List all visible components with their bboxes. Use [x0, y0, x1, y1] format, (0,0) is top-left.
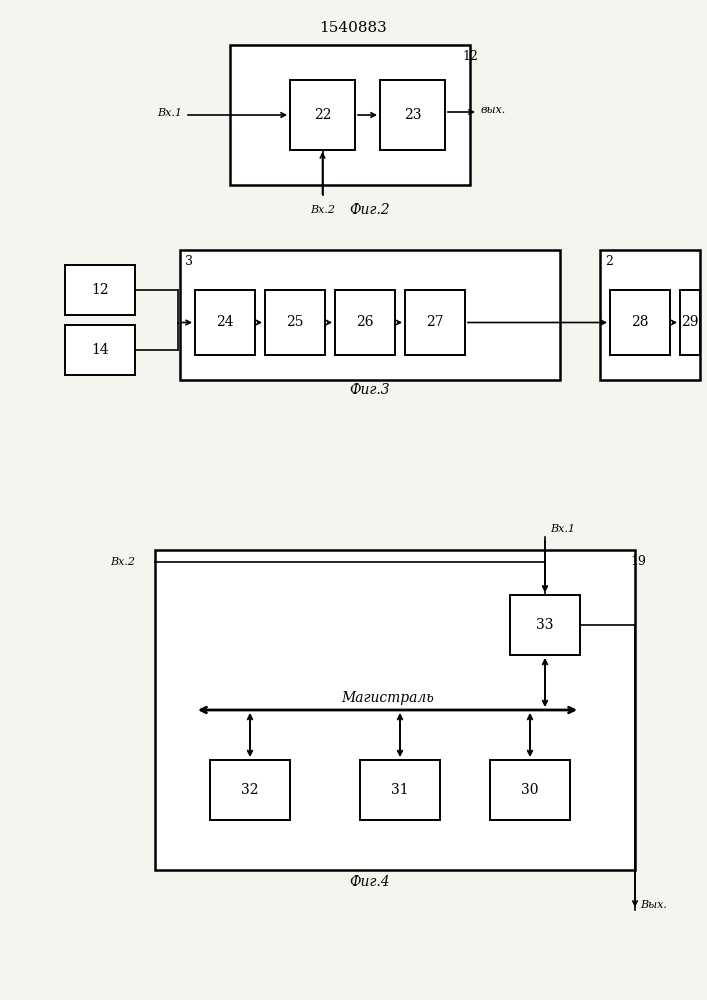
Bar — [335, 290, 395, 355]
Text: Фиг.4: Фиг.4 — [350, 875, 390, 889]
Text: 24: 24 — [216, 316, 234, 330]
Text: 14: 14 — [91, 343, 109, 357]
Text: 1540883: 1540883 — [319, 21, 387, 35]
Text: 19: 19 — [630, 555, 646, 568]
Bar — [610, 290, 670, 355]
Text: 30: 30 — [521, 783, 539, 797]
Text: Вх.2: Вх.2 — [310, 205, 335, 215]
Text: 31: 31 — [391, 783, 409, 797]
Text: 28: 28 — [631, 316, 649, 330]
Text: Фиг.2: Фиг.2 — [350, 203, 390, 217]
Text: 25: 25 — [286, 316, 304, 330]
Text: 2: 2 — [605, 255, 613, 268]
Bar — [405, 290, 465, 355]
Bar — [380, 80, 445, 150]
Text: 23: 23 — [404, 108, 421, 122]
Text: 33: 33 — [536, 618, 554, 632]
Bar — [230, 45, 470, 185]
Bar — [510, 595, 580, 655]
Text: 29: 29 — [682, 316, 699, 330]
Bar — [65, 325, 135, 375]
Text: 27: 27 — [426, 316, 444, 330]
Bar — [290, 80, 355, 150]
Bar — [155, 550, 635, 870]
Bar — [210, 760, 290, 820]
Text: Магистраль: Магистраль — [341, 691, 434, 705]
Text: 22: 22 — [314, 108, 332, 122]
Text: 12: 12 — [462, 50, 478, 63]
Bar — [65, 265, 135, 315]
Text: 26: 26 — [356, 316, 374, 330]
Text: Вх.1: Вх.1 — [550, 524, 575, 534]
Text: вых.: вых. — [481, 105, 506, 115]
Text: 3: 3 — [185, 255, 193, 268]
Text: 12: 12 — [91, 283, 109, 297]
Text: 32: 32 — [241, 783, 259, 797]
Text: Вх.2: Вх.2 — [110, 557, 135, 567]
Bar — [680, 290, 700, 355]
Bar — [265, 290, 325, 355]
Bar — [490, 760, 570, 820]
Text: Вых.: Вых. — [640, 900, 667, 910]
Text: Фиг.3: Фиг.3 — [350, 383, 390, 397]
Text: Вх.1: Вх.1 — [157, 108, 182, 118]
Bar — [180, 250, 560, 380]
Bar — [195, 290, 255, 355]
Bar — [600, 250, 700, 380]
Bar — [360, 760, 440, 820]
